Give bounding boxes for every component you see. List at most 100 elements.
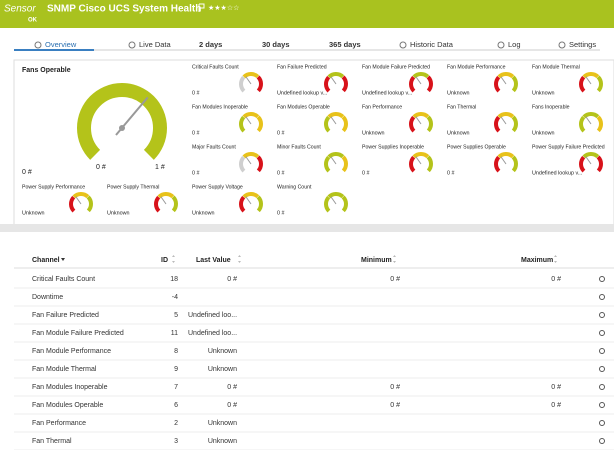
gauge-min: 0 #: [22, 169, 32, 176]
tab-icon[interactable]: [558, 41, 566, 49]
status: OK: [28, 18, 38, 24]
gauge-widget: Power Supplies Operable 0 #: [447, 144, 518, 176]
gauge-needle: [500, 76, 507, 85]
row-action[interactable]: [599, 348, 605, 354]
sensor-title: SNMP Cisco UCS System Health: [47, 4, 201, 15]
gauge-value: Unknown: [22, 210, 44, 216]
gauge-segment: [239, 195, 246, 213]
gauge-segment: [426, 75, 433, 93]
gauge-value: 0 #: [362, 170, 370, 176]
cell: 0 #: [390, 384, 400, 391]
gauge-segment: [341, 115, 348, 133]
sort-icon: [172, 255, 175, 263]
tab-icon[interactable]: [497, 41, 505, 49]
tab-icon[interactable]: [128, 41, 136, 49]
gauge-title: Power Supply Failure Predicted: [532, 144, 605, 150]
gauge-title: Power Supply Performance: [22, 184, 85, 190]
gauge-segment: [409, 115, 416, 133]
flag-icon[interactable]: [198, 3, 205, 12]
gauge-segment: [256, 155, 263, 173]
gauge-title: Critical Faults Count: [192, 64, 239, 70]
column-header[interactable]: Maximum: [521, 257, 553, 264]
cell: Fan Modules Operable: [32, 402, 103, 409]
cell: 3: [174, 438, 178, 445]
row-action[interactable]: [599, 294, 605, 300]
gauge-segment: [256, 195, 263, 213]
gauge-segment: [497, 112, 515, 119]
tab-icon[interactable]: [399, 41, 407, 49]
gauge-segment: [596, 115, 603, 133]
gauge-segment: [412, 72, 430, 79]
gauge-widget: Power Supply Performance Unknown: [22, 184, 93, 216]
gauge-needle: [585, 156, 592, 165]
tab[interactable]: Settings: [569, 40, 596, 49]
row-action[interactable]: [599, 366, 605, 372]
gauge-value: Unknown: [447, 90, 469, 96]
gauge-value: 0 #: [277, 210, 285, 216]
gauge-segment: [327, 192, 345, 199]
gauge-segment: [324, 195, 331, 213]
gauge-segment: [327, 152, 345, 159]
tab[interactable]: 2 days: [199, 40, 222, 49]
gauge-value: Unknown: [192, 210, 214, 216]
tab[interactable]: Live Data: [139, 40, 172, 49]
cell: Critical Faults Count: [32, 276, 95, 283]
gauge-widget: Fan Module Performance Unknown: [447, 64, 518, 96]
gauge-segment: [242, 72, 260, 79]
gauge-title: Minor Faults Count: [277, 144, 321, 150]
gauge-value: 0 #: [96, 164, 106, 171]
column-header[interactable]: ID: [161, 257, 168, 264]
row-action[interactable]: [599, 438, 605, 444]
gauge-value: Unknown: [107, 210, 129, 216]
gauge-value: Unknown: [532, 90, 554, 96]
gauge-segment: [579, 115, 586, 133]
gauge-segment: [511, 115, 518, 133]
cell: Fan Module Failure Predicted: [32, 330, 124, 337]
gauge-segment: [511, 75, 518, 93]
row-action[interactable]: [599, 420, 605, 426]
tab[interactable]: 30 days: [262, 40, 290, 49]
row-action[interactable]: [599, 276, 605, 282]
tab[interactable]: Log: [508, 40, 521, 49]
row-action[interactable]: [599, 384, 605, 390]
gauge-segment: [412, 152, 430, 159]
gauge-needle: [585, 76, 592, 85]
cell: Unknown: [208, 438, 237, 445]
row-action[interactable]: [599, 402, 605, 408]
gauge-segment: [596, 155, 603, 173]
gauge-widget: Minor Faults Count 0 #: [277, 144, 348, 176]
gauge-widget: Fan Modules Operable 0 #: [277, 104, 348, 136]
gauge-needle: [245, 116, 252, 125]
row-action[interactable]: [599, 312, 605, 318]
gauge-value: Unknown: [362, 130, 384, 136]
gauge-value: Undefined lookup v...: [277, 90, 327, 96]
gauge-title: Fan Thermal: [447, 104, 476, 110]
gauge-widget: Fan Module Thermal Unknown: [532, 64, 603, 96]
gauge-needle: [415, 156, 422, 165]
gauge-title: Fan Modules Operable: [277, 104, 330, 110]
gauge-title: Fan Module Thermal: [532, 64, 580, 70]
gauge-widget: Major Faults Count 0 #: [192, 144, 263, 176]
column-header[interactable]: Channel: [32, 257, 60, 264]
row-action[interactable]: [599, 330, 605, 336]
gauge-title: Fans Operable: [22, 67, 71, 74]
gauge-needle: [245, 156, 252, 165]
tab[interactable]: 365 days: [329, 40, 361, 49]
cell: 0 #: [227, 384, 237, 391]
gauge-value: Undefined lookup v...: [362, 90, 412, 96]
gauge-segment: [154, 195, 161, 213]
gauge-segment: [69, 195, 76, 213]
gauge-segment: [324, 115, 331, 133]
tab[interactable]: Historic Data: [410, 40, 454, 49]
tab-icon[interactable]: [34, 41, 42, 49]
tab[interactable]: Overview: [45, 40, 77, 49]
gauge-segment: [242, 192, 260, 199]
gauge-title: Fan Performance: [362, 104, 402, 110]
rating[interactable]: ★★★☆☆: [208, 4, 239, 12]
gauge-segment: [412, 112, 430, 119]
gauge-widget: Warning Count 0 #: [277, 184, 348, 216]
column-header[interactable]: Minimum: [361, 257, 392, 264]
gauge-segment: [157, 192, 175, 199]
gauge-segment: [242, 152, 260, 159]
column-header[interactable]: Last Value: [196, 257, 231, 264]
